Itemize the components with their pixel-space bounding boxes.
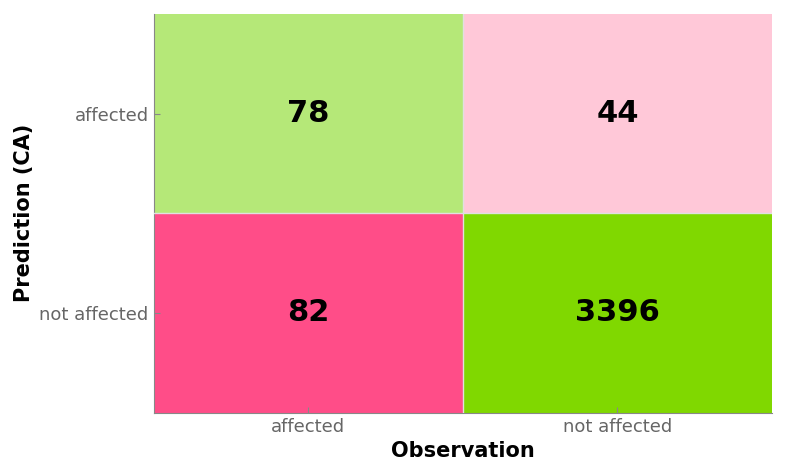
Text: 78: 78: [287, 99, 329, 128]
Text: 3396: 3396: [575, 298, 660, 327]
Text: 44: 44: [597, 99, 639, 128]
Bar: [153, 213, 463, 413]
Bar: [463, 213, 772, 413]
X-axis label: Observation: Observation: [391, 441, 534, 461]
Y-axis label: Prediction (CA): Prediction (CA): [14, 124, 34, 303]
Bar: [153, 14, 463, 213]
Text: 82: 82: [287, 298, 329, 327]
Bar: [463, 14, 772, 213]
